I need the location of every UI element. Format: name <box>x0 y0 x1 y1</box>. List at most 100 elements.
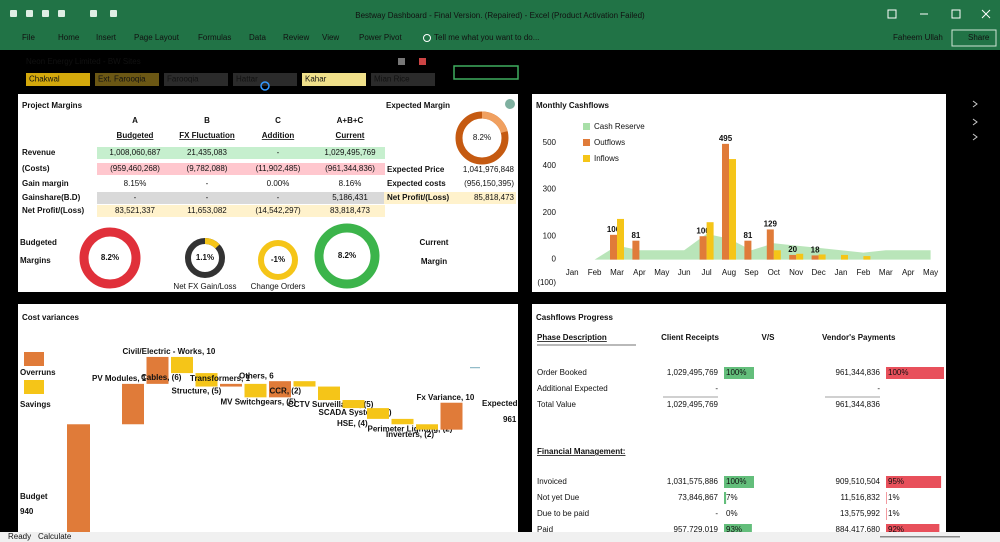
waterfall-bar <box>318 386 340 401</box>
client-pct: 0% <box>726 509 738 518</box>
vendor-pct: 95% <box>888 477 904 486</box>
tell-me[interactable]: Tell me what you want to do... <box>434 33 539 42</box>
row-label: Gain margin <box>22 179 69 188</box>
x-tick-label: Sep <box>744 268 759 277</box>
status-dot <box>505 99 515 109</box>
tell-me-icon <box>423 34 431 42</box>
user-name: Faheem Ullah <box>893 33 943 42</box>
slicer-item-label[interactable]: Kahar <box>305 75 327 84</box>
donut-label: 8.2% <box>101 253 119 262</box>
y-tick-label: 300 <box>543 185 557 194</box>
vendor-value: 961,344,836 <box>836 368 881 377</box>
waterfall-bar <box>220 383 242 387</box>
expected-label: Expected costs <box>387 179 446 188</box>
vendor-pct-bar <box>886 367 944 379</box>
ribbon-tab[interactable]: Review <box>283 33 309 42</box>
ribbon-tab[interactable]: Data <box>249 33 266 42</box>
x-tick-label: Jul <box>701 268 711 277</box>
legend-label: Overruns <box>20 368 56 377</box>
x-tick-label: Mar <box>879 268 893 277</box>
expected-label: Expected Price <box>387 165 445 174</box>
bar <box>610 234 617 260</box>
cell: 5,186,431 <box>332 193 368 202</box>
vendor-pct-bar <box>886 492 887 504</box>
side-arrow <box>972 133 978 141</box>
slicer-item-label[interactable]: Hattar <box>236 75 258 84</box>
column-name: Current <box>336 131 365 140</box>
data-label: 100 <box>696 226 710 235</box>
donut-ring <box>79 227 141 289</box>
expected-value: 1,041,976,848 <box>463 165 515 174</box>
window-title: Bestway Dashboard - Final Version. (Repa… <box>355 11 645 20</box>
cell: - <box>277 148 280 157</box>
data-label: HSE, (4) <box>337 419 368 428</box>
cell: (14,542,297) <box>255 206 301 215</box>
row-label: Invoiced <box>537 477 567 486</box>
data-label: 81 <box>631 231 640 240</box>
row-label: Revenue <box>22 148 56 157</box>
slicer-item-label[interactable]: Farooqia <box>167 75 199 84</box>
waterfall-bar <box>391 418 414 425</box>
x-tick-label: Feb <box>857 268 871 277</box>
status-calculate[interactable]: Calculate <box>38 532 72 541</box>
slicer-item-label[interactable]: Ext. Farooqia <box>98 75 146 84</box>
slicer-item <box>302 73 366 86</box>
client-value: 1,029,495,769 <box>667 400 719 409</box>
donut-caption: Change Orders <box>251 282 306 291</box>
current-label: Current <box>420 238 449 247</box>
share-label[interactable]: Share <box>968 33 990 42</box>
legend-label: Inflows <box>594 154 619 163</box>
row-band <box>97 205 385 217</box>
data-label: CCR, (2) <box>270 387 302 396</box>
cell: 1,029,495,769 <box>324 148 376 157</box>
vendor-pct: 100% <box>888 368 908 377</box>
y-tick-label: 200 <box>543 208 557 217</box>
vendor-value: 13,575,992 <box>840 509 881 518</box>
window-button[interactable] <box>981 9 991 19</box>
ribbon-tab[interactable]: Home <box>58 33 80 42</box>
client-value: 957,729,019 <box>674 525 719 534</box>
row-band <box>97 163 385 175</box>
donut-arc <box>185 238 225 278</box>
ribbon-tab[interactable]: File <box>22 33 35 42</box>
slicer-item-label[interactable]: Mian Rice <box>374 75 410 84</box>
side-arrow <box>972 100 978 108</box>
column-header: Client Receipts <box>661 333 719 342</box>
y-tick-label: 400 <box>543 161 557 170</box>
client-value: - <box>715 384 718 393</box>
start-label: Budget <box>20 492 48 501</box>
legend-swatch <box>583 139 590 146</box>
bar <box>706 222 714 260</box>
window-button <box>951 9 961 19</box>
y-tick-label: 500 <box>543 138 557 147</box>
data-label: 20 <box>788 245 797 254</box>
ribbon-tab[interactable]: View <box>322 33 339 42</box>
cell: - <box>206 179 209 188</box>
slicer-item-label[interactable]: Chakwal <box>29 75 60 84</box>
row-label: Order Booked <box>537 368 587 377</box>
ribbon-tab[interactable]: Formulas <box>198 33 231 42</box>
ribbon-tab[interactable]: Page Layout <box>134 33 180 42</box>
status-ready: Ready <box>8 532 31 541</box>
waterfall-bar <box>342 400 365 409</box>
ribbon-tab[interactable]: Insert <box>96 33 117 42</box>
data-label: Structure, (5) <box>172 387 222 396</box>
chart-title: Monthly Cashflows <box>536 101 609 110</box>
bar <box>766 229 774 260</box>
column-letter: C <box>275 116 281 125</box>
client-value: 1,031,575,886 <box>667 477 719 486</box>
cell: 83,818,473 <box>330 206 371 215</box>
slicer-clear-icon <box>419 58 426 65</box>
legend-label: Savings <box>20 400 51 409</box>
y-tick-label: 0 <box>552 255 557 264</box>
row-label: Not yet Due <box>537 493 580 502</box>
ribbon-tab[interactable]: Power Pivot <box>359 33 402 42</box>
legend-swatch <box>24 380 44 394</box>
x-tick-label: Apr <box>633 268 646 277</box>
zoom-slider <box>880 536 960 538</box>
waterfall-bar <box>195 373 218 387</box>
bar <box>722 143 729 260</box>
quick-access-icon <box>42 10 49 17</box>
data-label: 81 <box>743 231 752 240</box>
bar <box>617 218 624 260</box>
